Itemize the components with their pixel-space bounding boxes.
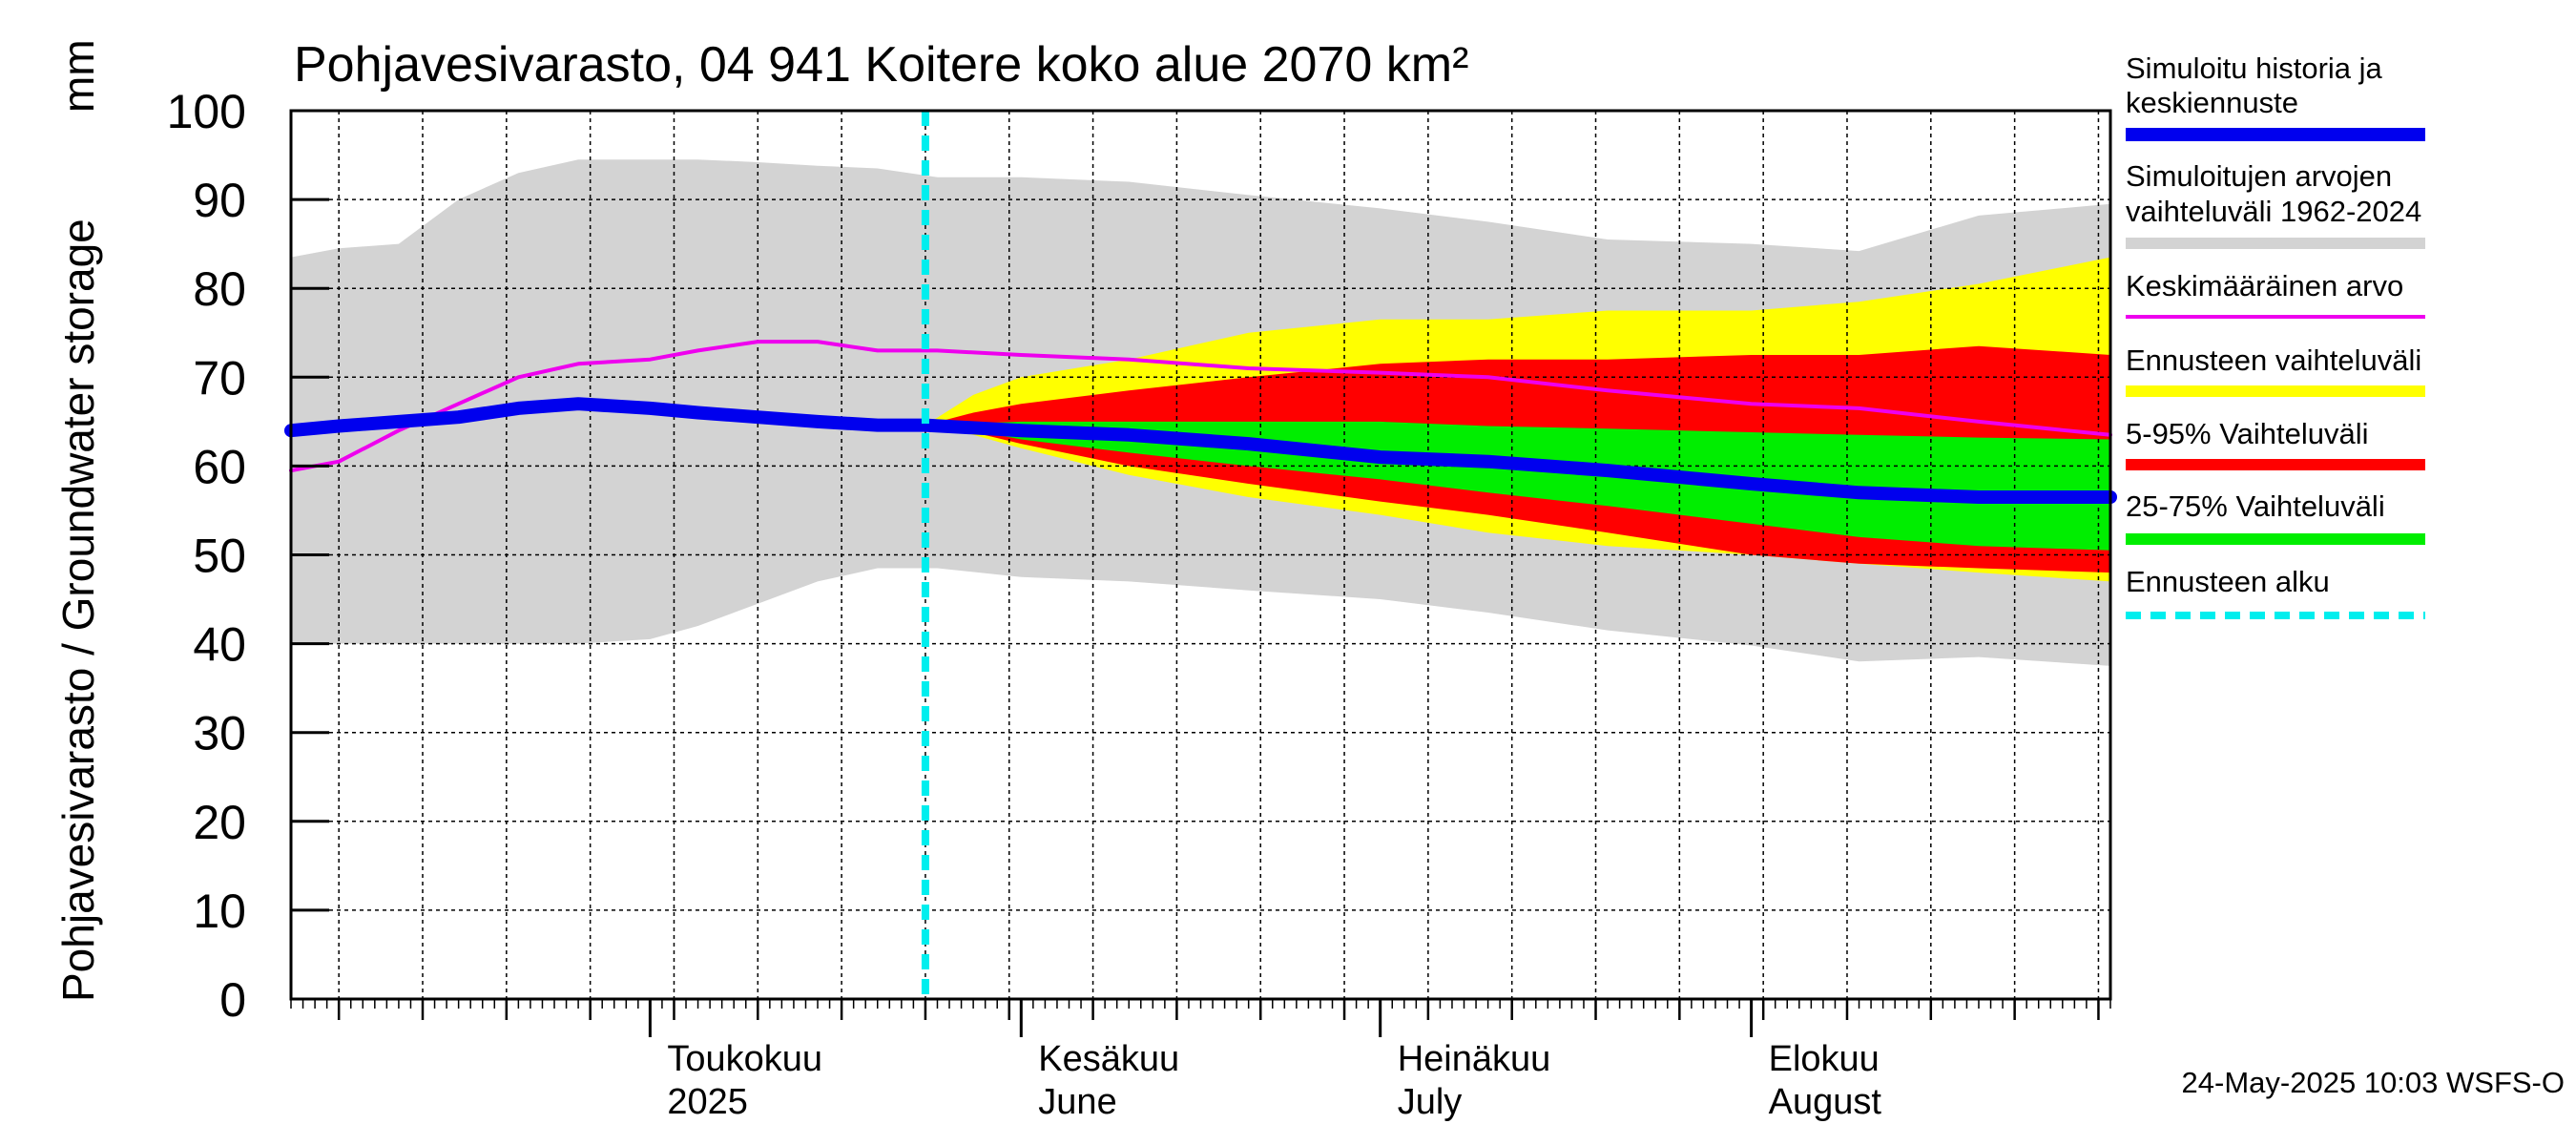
- y-tick-label: 100: [167, 85, 246, 138]
- chart-bands: [291, 159, 2110, 666]
- legend-label: Keskimääräinen arvo: [2126, 269, 2403, 302]
- y-tick-label: 0: [219, 973, 246, 1027]
- y-tick-label: 40: [193, 618, 246, 672]
- legend-label: 25-75% Vaihteluväli: [2126, 489, 2385, 523]
- series-keskim-r-inen-arvo: [289, 340, 2112, 473]
- x-tick-label-month: Heinäkuu: [1398, 1039, 1551, 1079]
- legend-item-5-95-vaihteluv-li: 5-95% Vaihteluväli: [2126, 417, 2425, 470]
- series-simuloitu-historia-ja-keskiennuste: [284, 397, 2117, 504]
- x-tick-label-month: Kesäkuu: [1038, 1039, 1179, 1079]
- y-tick-labels: 0 10 20 30 40 50 60 70 80 90 100: [167, 85, 246, 1027]
- footer-timestamp: 24-May-2025 10:03 WSFS-O: [2182, 1066, 2565, 1099]
- chart-axes: [289, 109, 2112, 1037]
- y-axis-unit: mm: [53, 39, 103, 113]
- y-tick-label: 60: [193, 440, 246, 493]
- legend-label: keskiennuste: [2126, 86, 2298, 119]
- legend-label: 5-95% Vaihteluväli: [2126, 417, 2368, 450]
- x-tick-label-sub: June: [1038, 1082, 1116, 1122]
- legend-label: Ennusteen vaihteluväli: [2126, 344, 2421, 377]
- x-tick-label-sub: July: [1398, 1082, 1463, 1122]
- legend-item-keskim-r-inen-arvo: Keskimääräinen arvo: [2126, 269, 2425, 319]
- band-25-75-vaihteluv-li: [924, 421, 2110, 551]
- y-tick-label: 20: [193, 796, 246, 849]
- y-tick-label: 70: [193, 351, 246, 405]
- y-tick-label: 80: [193, 262, 246, 316]
- x-tick-label-month: Elokuu: [1769, 1039, 1880, 1079]
- legend-label: Ennusteen alku: [2126, 565, 2330, 598]
- x-tick-label-sub: August: [1769, 1082, 1882, 1122]
- x-tick-label-month: Toukokuu: [667, 1039, 822, 1079]
- legend-item-25-75-vaihteluv-li: 25-75% Vaihteluväli: [2126, 489, 2425, 545]
- y-tick-label: 90: [193, 174, 246, 227]
- x-tick-label-sub: 2025: [667, 1082, 748, 1122]
- legend-label: vaihteluväli 1962-2024: [2126, 195, 2421, 228]
- chart-legend: Simuloitu historia jakeskiennusteSimuloi…: [2126, 52, 2425, 619]
- chart-grid: [291, 111, 2110, 999]
- legend-label: Simuloitujen arvojen: [2126, 159, 2392, 193]
- legend-item-ennusteen-vaihteluv-li: Ennusteen vaihteluväli: [2126, 344, 2425, 397]
- legend-item-ennusteen-alku: Ennusteen alku: [2126, 565, 2425, 619]
- y-tick-label: 50: [193, 530, 246, 583]
- chart-lines: [284, 111, 2117, 999]
- y-axis-label: Pohjavesivarasto / Groundwater storage: [53, 219, 103, 1002]
- y-tick-label: 10: [193, 885, 246, 938]
- chart-title: Pohjavesivarasto, 04 941 Koitere koko al…: [294, 37, 1468, 93]
- legend-label: Simuloitu historia ja: [2126, 52, 2383, 85]
- y-tick-label: 30: [193, 707, 246, 760]
